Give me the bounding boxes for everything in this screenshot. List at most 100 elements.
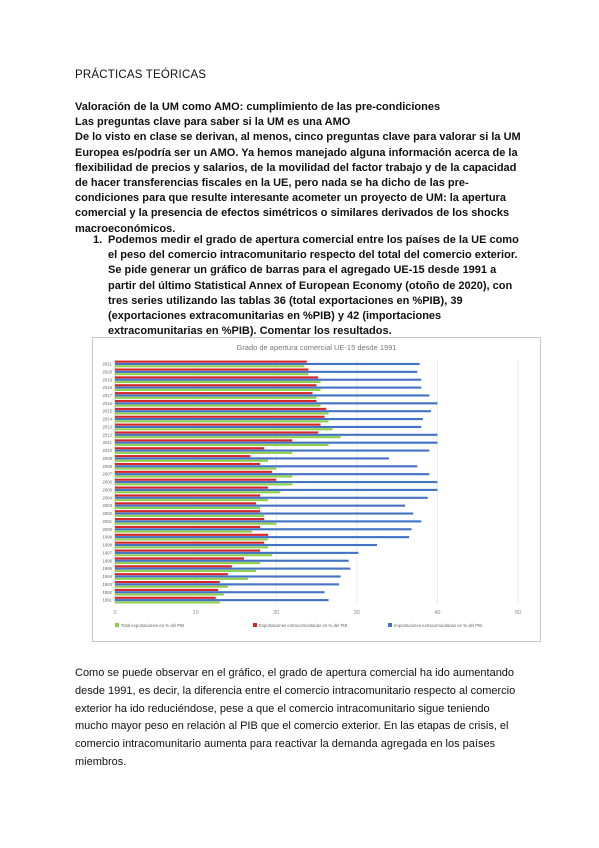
y-tick-label: 2016 (102, 401, 112, 406)
bar-1996-import-extra (115, 559, 349, 562)
bar-2011-import-extra (115, 441, 438, 444)
y-tick-label: 1997 (102, 550, 112, 555)
y-tick-label: 2001 (102, 519, 112, 524)
bar-1998-export-total (115, 546, 269, 549)
bar-1998-import-extra (115, 543, 377, 547)
bar-2009-import-extra (115, 457, 390, 460)
bar-2006-export-total (115, 483, 293, 486)
bar-1992-export-extra (115, 588, 219, 591)
bar-1999-export-total (115, 538, 269, 541)
bar-1993-import-extra (115, 583, 340, 586)
bar-2021-import-extra (115, 362, 420, 366)
y-tick-label: 1991 (102, 598, 112, 603)
y-tick-label: 2013 (102, 424, 112, 429)
bar-1994-import-extra (115, 575, 341, 578)
y-tick-label: 2011 (103, 440, 113, 445)
bar-2008-import-extra (115, 465, 418, 468)
bar-1995-export-total (115, 569, 257, 573)
bar-1998-export-extra (115, 541, 265, 544)
y-tick-label: 2021 (102, 362, 112, 367)
bar-2017-import-extra (115, 394, 430, 397)
bar-2017-export-total (115, 396, 317, 399)
y-tick-label: 1994 (102, 574, 112, 579)
x-tick-label: 30 (354, 610, 360, 616)
x-tick-label: 20 (273, 610, 279, 616)
bar-2002-export-total (115, 514, 265, 517)
bar-2014-export-total (115, 420, 329, 423)
bar-2019-import-extra (115, 378, 422, 381)
bar-1991-import-extra (115, 599, 329, 602)
bar-2018-export-extra (115, 384, 317, 387)
bar-2010-export-extra (115, 447, 265, 450)
bar-2012-export-extra (115, 431, 319, 434)
bar-2012-import-extra (115, 433, 438, 436)
y-tick-label: 2012 (102, 432, 112, 437)
y-tick-label: 2002 (102, 511, 112, 516)
bar-2003-export-extra (115, 502, 257, 505)
bar-2020-export-extra (115, 368, 309, 371)
bar-2010-export-total (115, 451, 293, 454)
bar-2002-export-extra (115, 510, 261, 513)
y-tick-label: 1996 (102, 558, 112, 563)
bar-2017-export-extra (115, 392, 313, 395)
legend-label: Total exportaciones en % del PIB (121, 623, 184, 628)
bar-2014-export-extra (115, 415, 325, 418)
bar-2021-export-total (115, 365, 305, 368)
question-number: 1. (93, 234, 103, 246)
bar-2013-export-total (115, 428, 333, 431)
bar-2006-import-extra (115, 480, 438, 484)
bar-2000-export-extra (115, 525, 261, 529)
bar-chart: Grado de apertura comercial UE-15 desde … (102, 343, 521, 628)
heading-preguntas-clave: Las preguntas clave para saber si la UM … (75, 116, 351, 129)
bar-1996-export-extra (115, 557, 244, 560)
bar-2020-export-total (115, 373, 309, 376)
bar-2004-export-total (115, 499, 269, 502)
bar-1994-export-total (115, 577, 248, 580)
bar-2016-import-extra (115, 402, 438, 405)
bar-2012-export-total (115, 436, 341, 439)
bar-1994-export-extra (115, 573, 228, 576)
bar-2005-export-extra (115, 486, 269, 489)
y-tick-label: 2014 (102, 417, 112, 422)
bar-2009-export-extra (115, 455, 251, 458)
bar-2011-export-extra (115, 439, 293, 442)
bar-1993-export-total (115, 585, 228, 588)
bar-2013-import-extra (115, 425, 422, 429)
bar-1999-export-extra (115, 533, 269, 536)
bar-2010-import-extra (115, 449, 430, 452)
bar-1992-import-extra (115, 591, 325, 594)
bar-1997-import-extra (115, 551, 359, 554)
legend-swatch (115, 623, 119, 627)
bar-2016-export-total (115, 404, 321, 407)
y-tick-label: 2020 (102, 369, 112, 374)
bar-2001-export-total (115, 522, 277, 525)
page-title: PRÁCTICAS TEÓRICAS (75, 69, 207, 81)
bar-2020-import-extra (115, 370, 418, 373)
legend-label: Exportaciones extracomunitarias en % del… (259, 623, 348, 628)
bar-2018-export-total (115, 388, 321, 391)
bar-2019-export-extra (115, 376, 319, 379)
chart-title: Grado de apertura comercial UE-15 desde … (236, 343, 396, 352)
bar-1992-export-total (115, 593, 224, 596)
y-tick-label: 2004 (102, 495, 112, 500)
bar-2015-export-extra (115, 407, 327, 410)
bar-2008-export-extra (115, 462, 261, 466)
bar-2007-import-extra (115, 473, 430, 476)
legend-swatch (253, 623, 257, 627)
bar-1991-export-extra (115, 596, 216, 599)
bar-2000-import-extra (115, 528, 412, 531)
bar-2019-export-total (115, 380, 321, 384)
y-tick-label: 1993 (102, 582, 112, 587)
question-text: Podemos medir el grado de apertura comer… (108, 234, 519, 338)
legend-swatch (388, 623, 392, 627)
bar-2021-export-extra (115, 360, 307, 363)
bar-2006-export-extra (115, 478, 277, 481)
bar-1991-export-total (115, 601, 220, 604)
bar-1995-import-extra (115, 567, 351, 570)
question-list: 1. Podemos medir el grado de apertura co… (93, 233, 525, 339)
y-tick-label: 2015 (102, 409, 112, 414)
bar-2015-export-total (115, 412, 329, 415)
y-tick-label: 2010 (102, 448, 112, 453)
y-tick-label: 2018 (102, 385, 112, 390)
bar-2007-export-total (115, 475, 293, 478)
